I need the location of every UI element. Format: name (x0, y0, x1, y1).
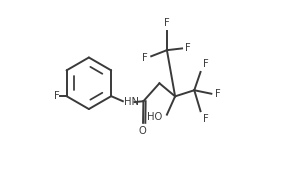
Text: F: F (202, 59, 208, 69)
Text: HO: HO (147, 112, 162, 122)
Text: F: F (185, 43, 191, 53)
Text: F: F (164, 18, 170, 27)
Text: F: F (215, 89, 221, 99)
Text: F: F (54, 91, 60, 101)
Text: F: F (202, 114, 208, 124)
Text: O: O (139, 126, 146, 136)
Text: F: F (142, 53, 148, 63)
Text: HN: HN (124, 97, 139, 107)
